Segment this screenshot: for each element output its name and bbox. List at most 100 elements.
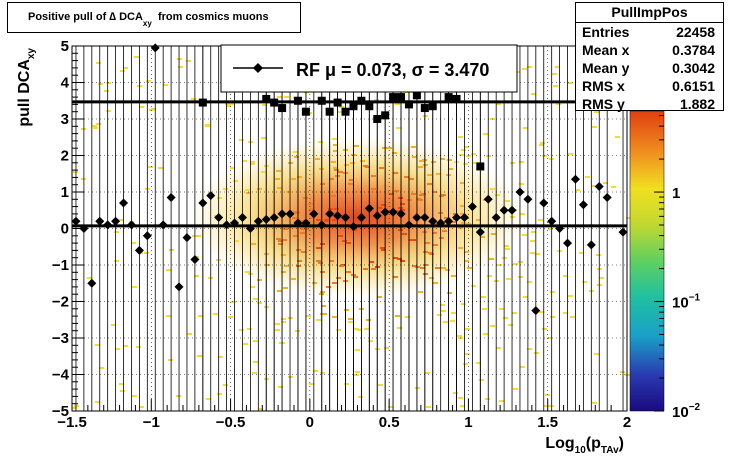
plot-title-box: Positive pull of ∆ DCAxy from cosmics mu… (7, 2, 301, 33)
heat-cell (284, 265, 289, 267)
data-point-diamond (602, 192, 612, 202)
y-tick-label: −3 (52, 330, 69, 347)
heat-cell (278, 386, 283, 388)
data-point-square (428, 102, 437, 111)
heat-cell (250, 163, 255, 165)
heat-cell (257, 302, 262, 304)
heat-cell (481, 296, 486, 298)
heat-cell (594, 111, 599, 113)
data-point-square (317, 96, 326, 105)
heat-cell (506, 278, 511, 280)
heat-cell (257, 279, 262, 281)
heat-cell (440, 158, 445, 160)
heat-cell (527, 281, 532, 283)
heat-cell (315, 158, 320, 160)
heat-cell (531, 93, 536, 95)
palette-tick-label: 10−2 (672, 402, 701, 421)
heat-cell (402, 233, 407, 235)
heat-cell (404, 176, 409, 178)
data-point-diamond (103, 220, 113, 230)
heat-cell (288, 317, 293, 319)
heat-cell (443, 321, 448, 323)
heat-cell (464, 146, 469, 148)
data-point-diamond (578, 200, 588, 210)
data-point-diamond (563, 238, 573, 248)
heat-cell (476, 362, 481, 364)
heat-cell (310, 217, 315, 219)
heat-cell (261, 171, 266, 173)
heat-cell (371, 175, 376, 177)
data-point-diamond (412, 213, 422, 223)
data-point-diamond (126, 220, 136, 230)
heat-cell (415, 266, 420, 268)
data-point-diamond (404, 220, 414, 230)
heat-cell (485, 398, 490, 400)
heat-cell (463, 163, 468, 165)
heat-cell (398, 229, 403, 231)
data-point-diamond (293, 218, 303, 228)
heat-cell (418, 199, 423, 201)
heat-cell (425, 242, 430, 244)
heat-cell (518, 276, 523, 278)
heat-cell (344, 164, 349, 166)
heat-cell (93, 127, 98, 129)
heat-cell (451, 275, 456, 277)
heat-cell (378, 384, 383, 386)
y-tick-label: 2 (61, 148, 69, 165)
color-palette: 1 10−1 10−2 (629, 110, 701, 421)
heat-cell (459, 154, 464, 156)
heat-cell (291, 178, 296, 180)
heat-cell (592, 402, 597, 404)
heat-cell (297, 176, 302, 178)
data-point-diamond (570, 174, 580, 184)
heat-cell (118, 219, 123, 221)
heat-cell (387, 147, 392, 149)
data-point-square (341, 107, 350, 116)
heat-cell (339, 265, 344, 267)
heat-cell (279, 342, 284, 344)
heat-cell (348, 321, 353, 323)
heat-cell (534, 352, 539, 354)
data-point-diamond (190, 255, 200, 265)
y-tick-label: 0 (61, 221, 69, 238)
heat-cell (592, 126, 597, 128)
stats-title: PullImpPos (576, 3, 723, 23)
data-point-diamond (158, 220, 168, 230)
color-bar (629, 110, 665, 412)
heat-cell (483, 133, 488, 135)
heat-cell (213, 313, 218, 315)
heat-cell (301, 251, 306, 253)
heat-cell (368, 340, 373, 342)
heat-cell (377, 207, 382, 209)
heat-cell (428, 252, 433, 254)
heat-cell (579, 252, 584, 254)
heat-cell (489, 258, 494, 260)
heat-cell (423, 264, 428, 266)
heat-cell (239, 139, 244, 141)
heat-cell (427, 183, 432, 185)
heat-cell (503, 317, 508, 319)
heat-cell (497, 264, 502, 266)
heat-cell (441, 310, 446, 312)
heat-cell (520, 366, 525, 368)
heat-cell (333, 150, 338, 152)
heat-cell (396, 210, 401, 212)
heat-cell (499, 400, 504, 402)
x-tick-label: 1 (464, 414, 472, 431)
heat-cell (563, 275, 568, 277)
heat-cell (223, 384, 228, 386)
heat-cell (114, 260, 119, 262)
heat-cell (283, 228, 288, 230)
heat-cell (392, 152, 397, 154)
heat-cell (278, 240, 283, 242)
heat-cell (550, 291, 555, 293)
heat-cell (398, 197, 403, 199)
heat-cell (99, 367, 104, 369)
x-tick-label: 0.5 (379, 414, 400, 431)
heat-cell (444, 217, 449, 219)
heat-cell (239, 329, 244, 331)
heat-cell (527, 348, 532, 350)
data-point-diamond (285, 209, 295, 219)
heat-cell (206, 398, 211, 400)
